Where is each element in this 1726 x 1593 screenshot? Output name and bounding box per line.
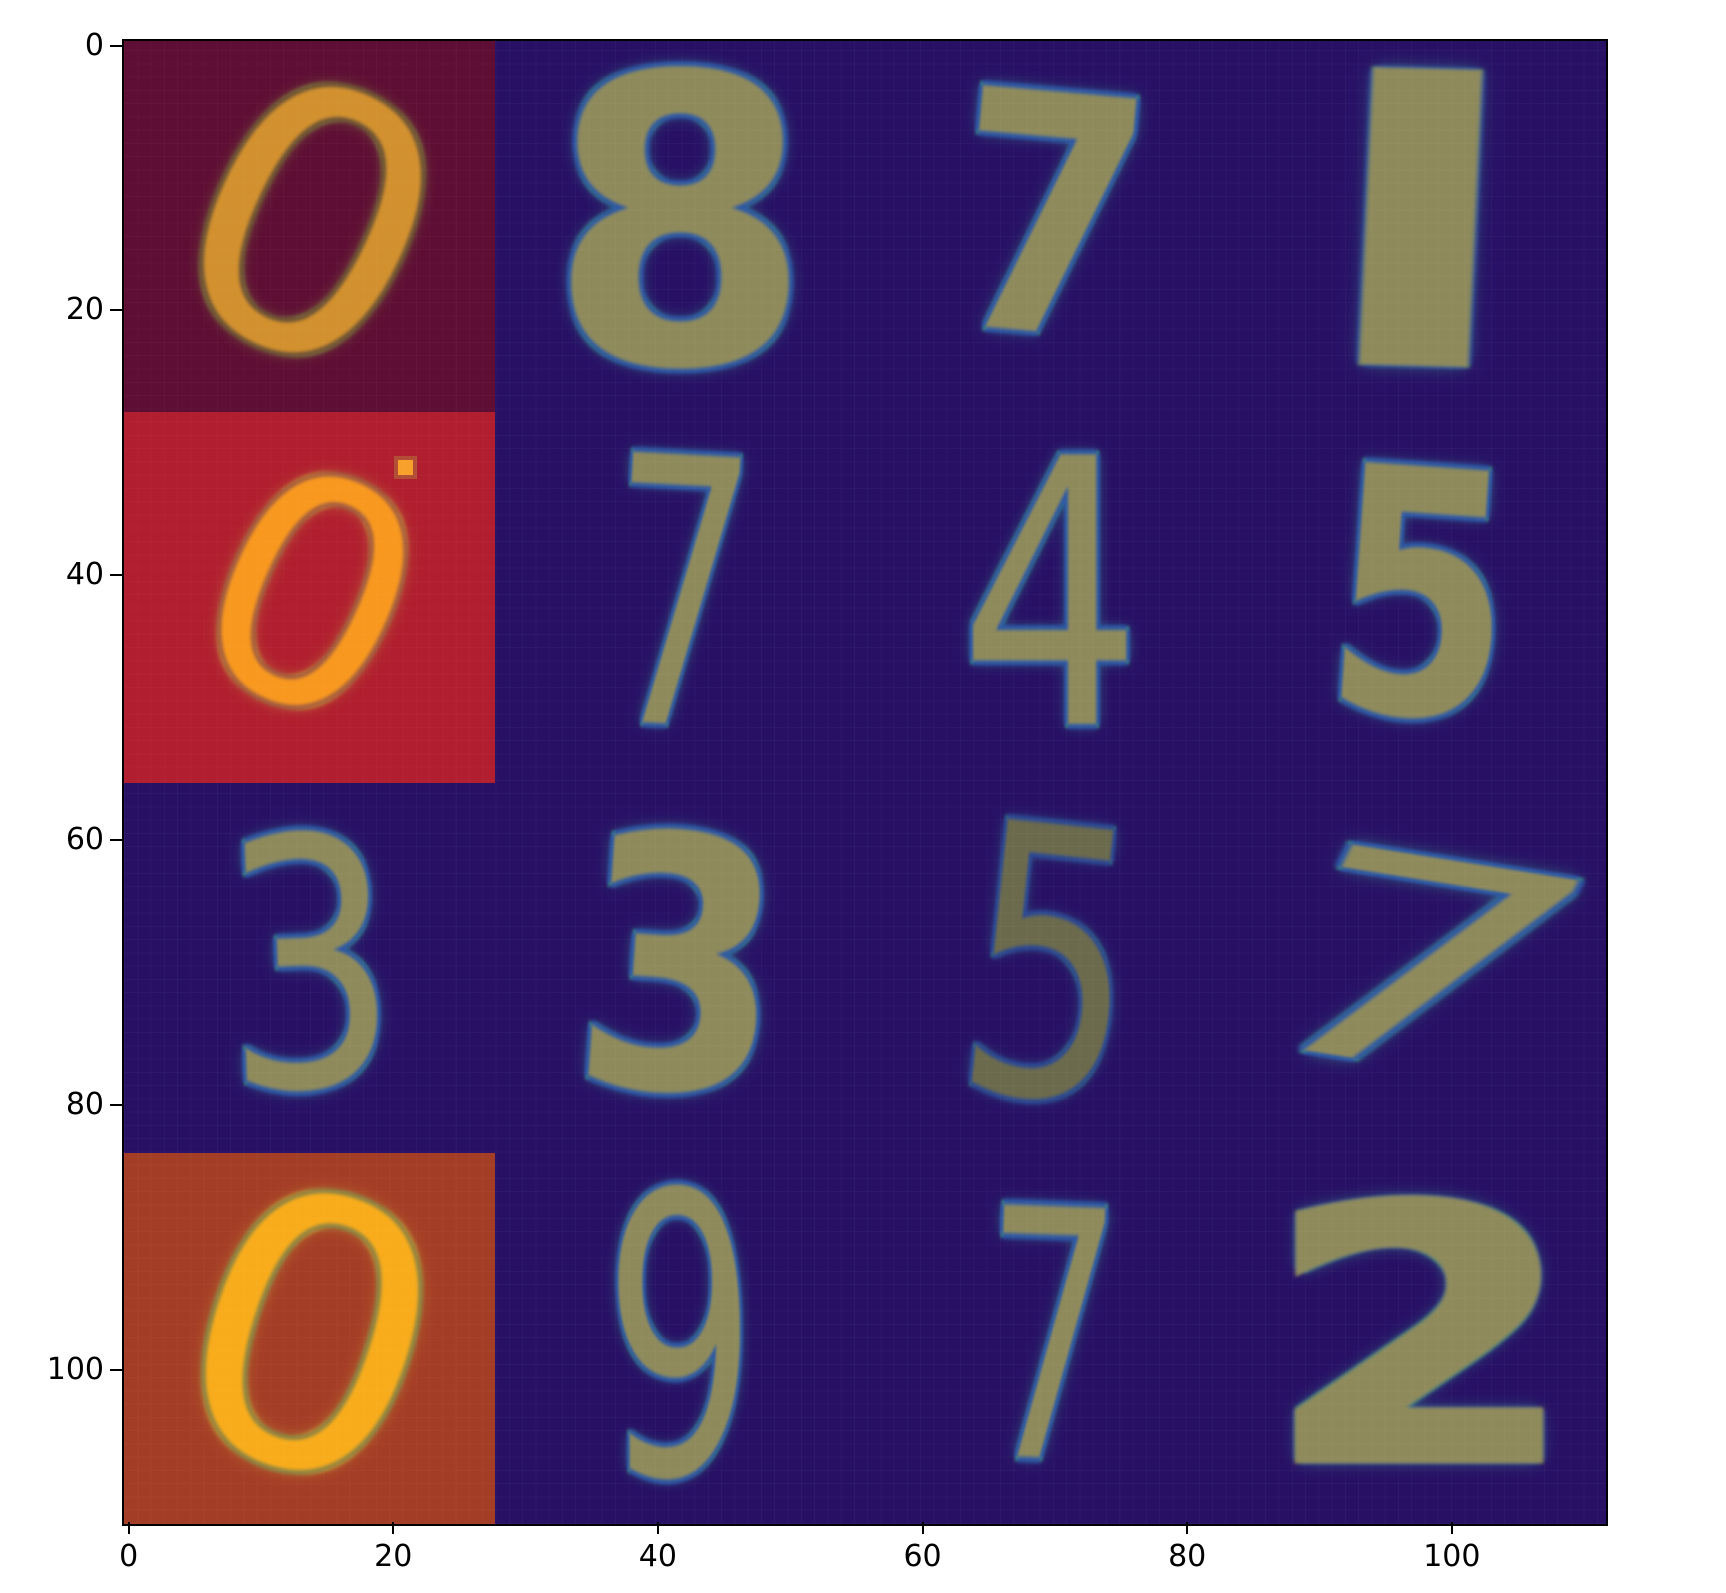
digit-cell-r3c3: 2 [1236,1153,1607,1524]
y-tick-mark-80 [110,1103,122,1106]
digit-glyph-0: 0 [125,1153,494,1524]
digit-glyph-3: 3 [562,782,798,1154]
y-tick-mark-0 [110,44,122,47]
digit-cell-r0c1: 8 [495,41,866,412]
y-tick-mark-40 [110,574,122,577]
digit-glyph-5: 5 [1314,411,1527,783]
artifact-speck [398,459,414,475]
digit-glyph-0: 0 [144,411,475,783]
x-tick-mark-100 [1450,1522,1453,1534]
digit-cell-r3c0: 0 [124,1153,495,1524]
y-tick-mark-100 [110,1368,122,1371]
x-tick-label-80: 80 [1168,1539,1207,1574]
x-tick-label-100: 100 [1423,1539,1481,1574]
x-tick-mark-0 [127,1522,130,1534]
x-tick-mark-40 [656,1522,659,1534]
digit-cell-r1c1: 7 [495,412,866,783]
digit-cell-r1c0: 0 [124,411,495,783]
digit-cell-r0c3: I [1236,41,1607,412]
digit-glyph-5: 5 [940,782,1160,1154]
digit-cell-r2c1: 3 [495,783,866,1154]
digit-cell-r2c0: 3 [124,783,495,1154]
digit-cell-r2c2: 5 [865,783,1236,1154]
digit-glyph-1: I [1306,41,1536,412]
x-tick-mark-80 [1186,1522,1189,1534]
y-tick-label-80: 80 [65,1086,104,1122]
digit-glyph-7: 7 [595,411,764,783]
y-tick-mark-20 [110,309,122,312]
x-tick-label-40: 40 [638,1539,677,1574]
y-tick-mark-60 [110,839,122,842]
digit-glyph-4: 4 [958,411,1143,783]
digit-glyph-7: 7 [974,1153,1126,1524]
digit-cell-r2c3: 7 [1236,783,1607,1154]
digit-cell-r1c3: 5 [1236,412,1607,783]
y-tick-label-40: 40 [65,557,104,593]
x-tick-label-20: 20 [374,1539,413,1574]
x-tick-label-60: 60 [903,1539,942,1574]
digit-cell-r0c2: 7 [865,41,1236,412]
digit-glyph-7: 7 [1250,782,1592,1154]
x-tick-label-0: 0 [119,1539,139,1574]
y-tick-label-60: 60 [65,821,104,857]
digit-glyph-3: 3 [214,782,404,1154]
x-tick-mark-20 [392,1522,395,1534]
y-tick-label-20: 20 [65,292,104,328]
digit-cell-r3c1: 9 [495,1153,866,1524]
digit-glyph-9: 9 [602,1153,757,1524]
digit-glyph-8: 8 [547,41,812,412]
x-tick-mark-60 [921,1522,924,1534]
digit-glyph-2: 2 [1259,1153,1583,1524]
digit-cell-r1c2: 4 [865,412,1236,783]
digit-cell-r3c2: 7 [865,1153,1236,1524]
y-tick-label-100: 100 [46,1351,104,1387]
y-tick-label-0: 0 [84,27,104,63]
digit-glyph-7: 7 [936,41,1165,412]
digit-glyph-0: 0 [124,41,495,412]
digit-cell-r0c0: 0 [124,41,495,412]
